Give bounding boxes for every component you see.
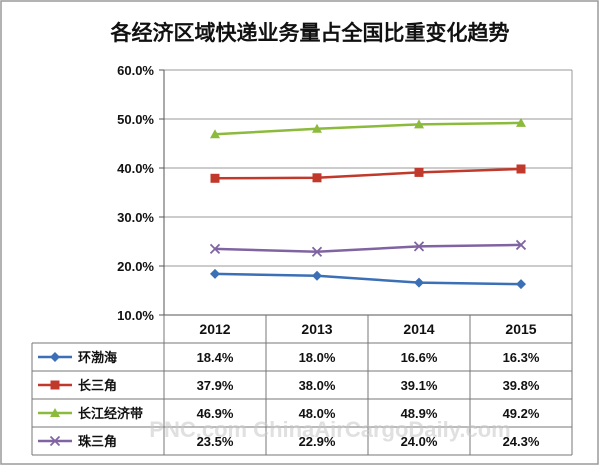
data-value-cell: 16.6%	[401, 350, 438, 365]
data-value-cell: 18.4%	[197, 350, 234, 365]
data-value-cell: 38.0%	[299, 378, 336, 393]
series-markers	[209, 117, 527, 290]
x-category-label: 2014	[403, 321, 434, 337]
data-value-cell: 24.3%	[503, 434, 540, 449]
data-point	[516, 164, 526, 174]
marker-stroke	[209, 243, 221, 254]
data-point	[312, 173, 322, 183]
data-value-cell: 22.9%	[299, 434, 336, 449]
y-tick-label: 40.0%	[117, 161, 154, 176]
data-point	[414, 277, 424, 288]
y-tick-label: 20.0%	[117, 259, 154, 274]
y-tick-label: 60.0%	[117, 63, 154, 78]
data-value-cell: 37.9%	[197, 378, 234, 393]
data-value-cell: 48.0%	[299, 406, 336, 421]
data-point	[414, 167, 424, 177]
legend-marker-key	[50, 380, 60, 390]
data-point	[312, 270, 322, 281]
series-name: 长江经济带	[78, 406, 143, 422]
marker-stroke	[515, 239, 527, 251]
marker-stroke	[49, 435, 61, 447]
data-table: 2012 2013 2014 2015 环渤海 18.4% 18.0% 16.6% 16.3% 长…	[31, 314, 573, 456]
data-value-cell: 46.9%	[197, 406, 234, 421]
data-point	[210, 268, 220, 279]
marker-stroke	[311, 246, 323, 257]
data-point	[515, 239, 527, 251]
data-point	[312, 123, 322, 133]
data-value-cell: 24.0%	[401, 434, 438, 449]
data-point	[209, 243, 221, 254]
data-value-cell: 39.8%	[503, 378, 540, 393]
series-name: 环渤海	[78, 350, 117, 366]
data-point	[311, 246, 323, 257]
legend-marker-key	[49, 435, 61, 447]
legend-marker-key	[50, 352, 60, 362]
chart-title: 各经济区域快递业务量占全国比重变化趋势	[110, 21, 510, 45]
data-point	[516, 279, 526, 290]
y-tick-label: 10.0%	[117, 308, 154, 323]
watermark-text: PNC.com ChinaAirCargoDaily.com	[149, 417, 510, 442]
series-line	[214, 272, 522, 286]
data-point	[210, 173, 220, 183]
data-point	[210, 129, 220, 139]
series-line	[214, 243, 522, 254]
data-value-cell: 16.3%	[503, 350, 540, 365]
series-line	[214, 167, 522, 180]
data-point	[413, 241, 425, 252]
series-name: 珠三角	[78, 434, 117, 450]
data-value-cell: 23.5%	[197, 434, 234, 449]
y-tick-label: 30.0%	[117, 210, 154, 225]
legend-marker-key	[50, 408, 60, 417]
plot-axes	[159, 69, 573, 316]
data-point	[414, 119, 424, 129]
data-value-cell: 48.9%	[401, 406, 438, 421]
data-point	[516, 117, 526, 127]
data-value-cell: 18.0%	[299, 350, 336, 365]
x-category-label: 2015	[505, 321, 536, 337]
series-name: 长三角	[78, 378, 117, 394]
marker-stroke	[413, 241, 425, 252]
x-category-label: 2013	[301, 321, 332, 337]
y-axis-ticks: 10.0% 20.0% 30.0% 40.0% 50.0% 60.0%	[117, 63, 154, 323]
y-tick-label: 50.0%	[117, 112, 154, 127]
data-value-cell: 49.2%	[503, 406, 540, 421]
x-category-label: 2012	[199, 321, 230, 337]
series-line	[214, 121, 522, 136]
series-lines	[214, 121, 522, 286]
data-value-cell: 39.1%	[401, 378, 438, 393]
